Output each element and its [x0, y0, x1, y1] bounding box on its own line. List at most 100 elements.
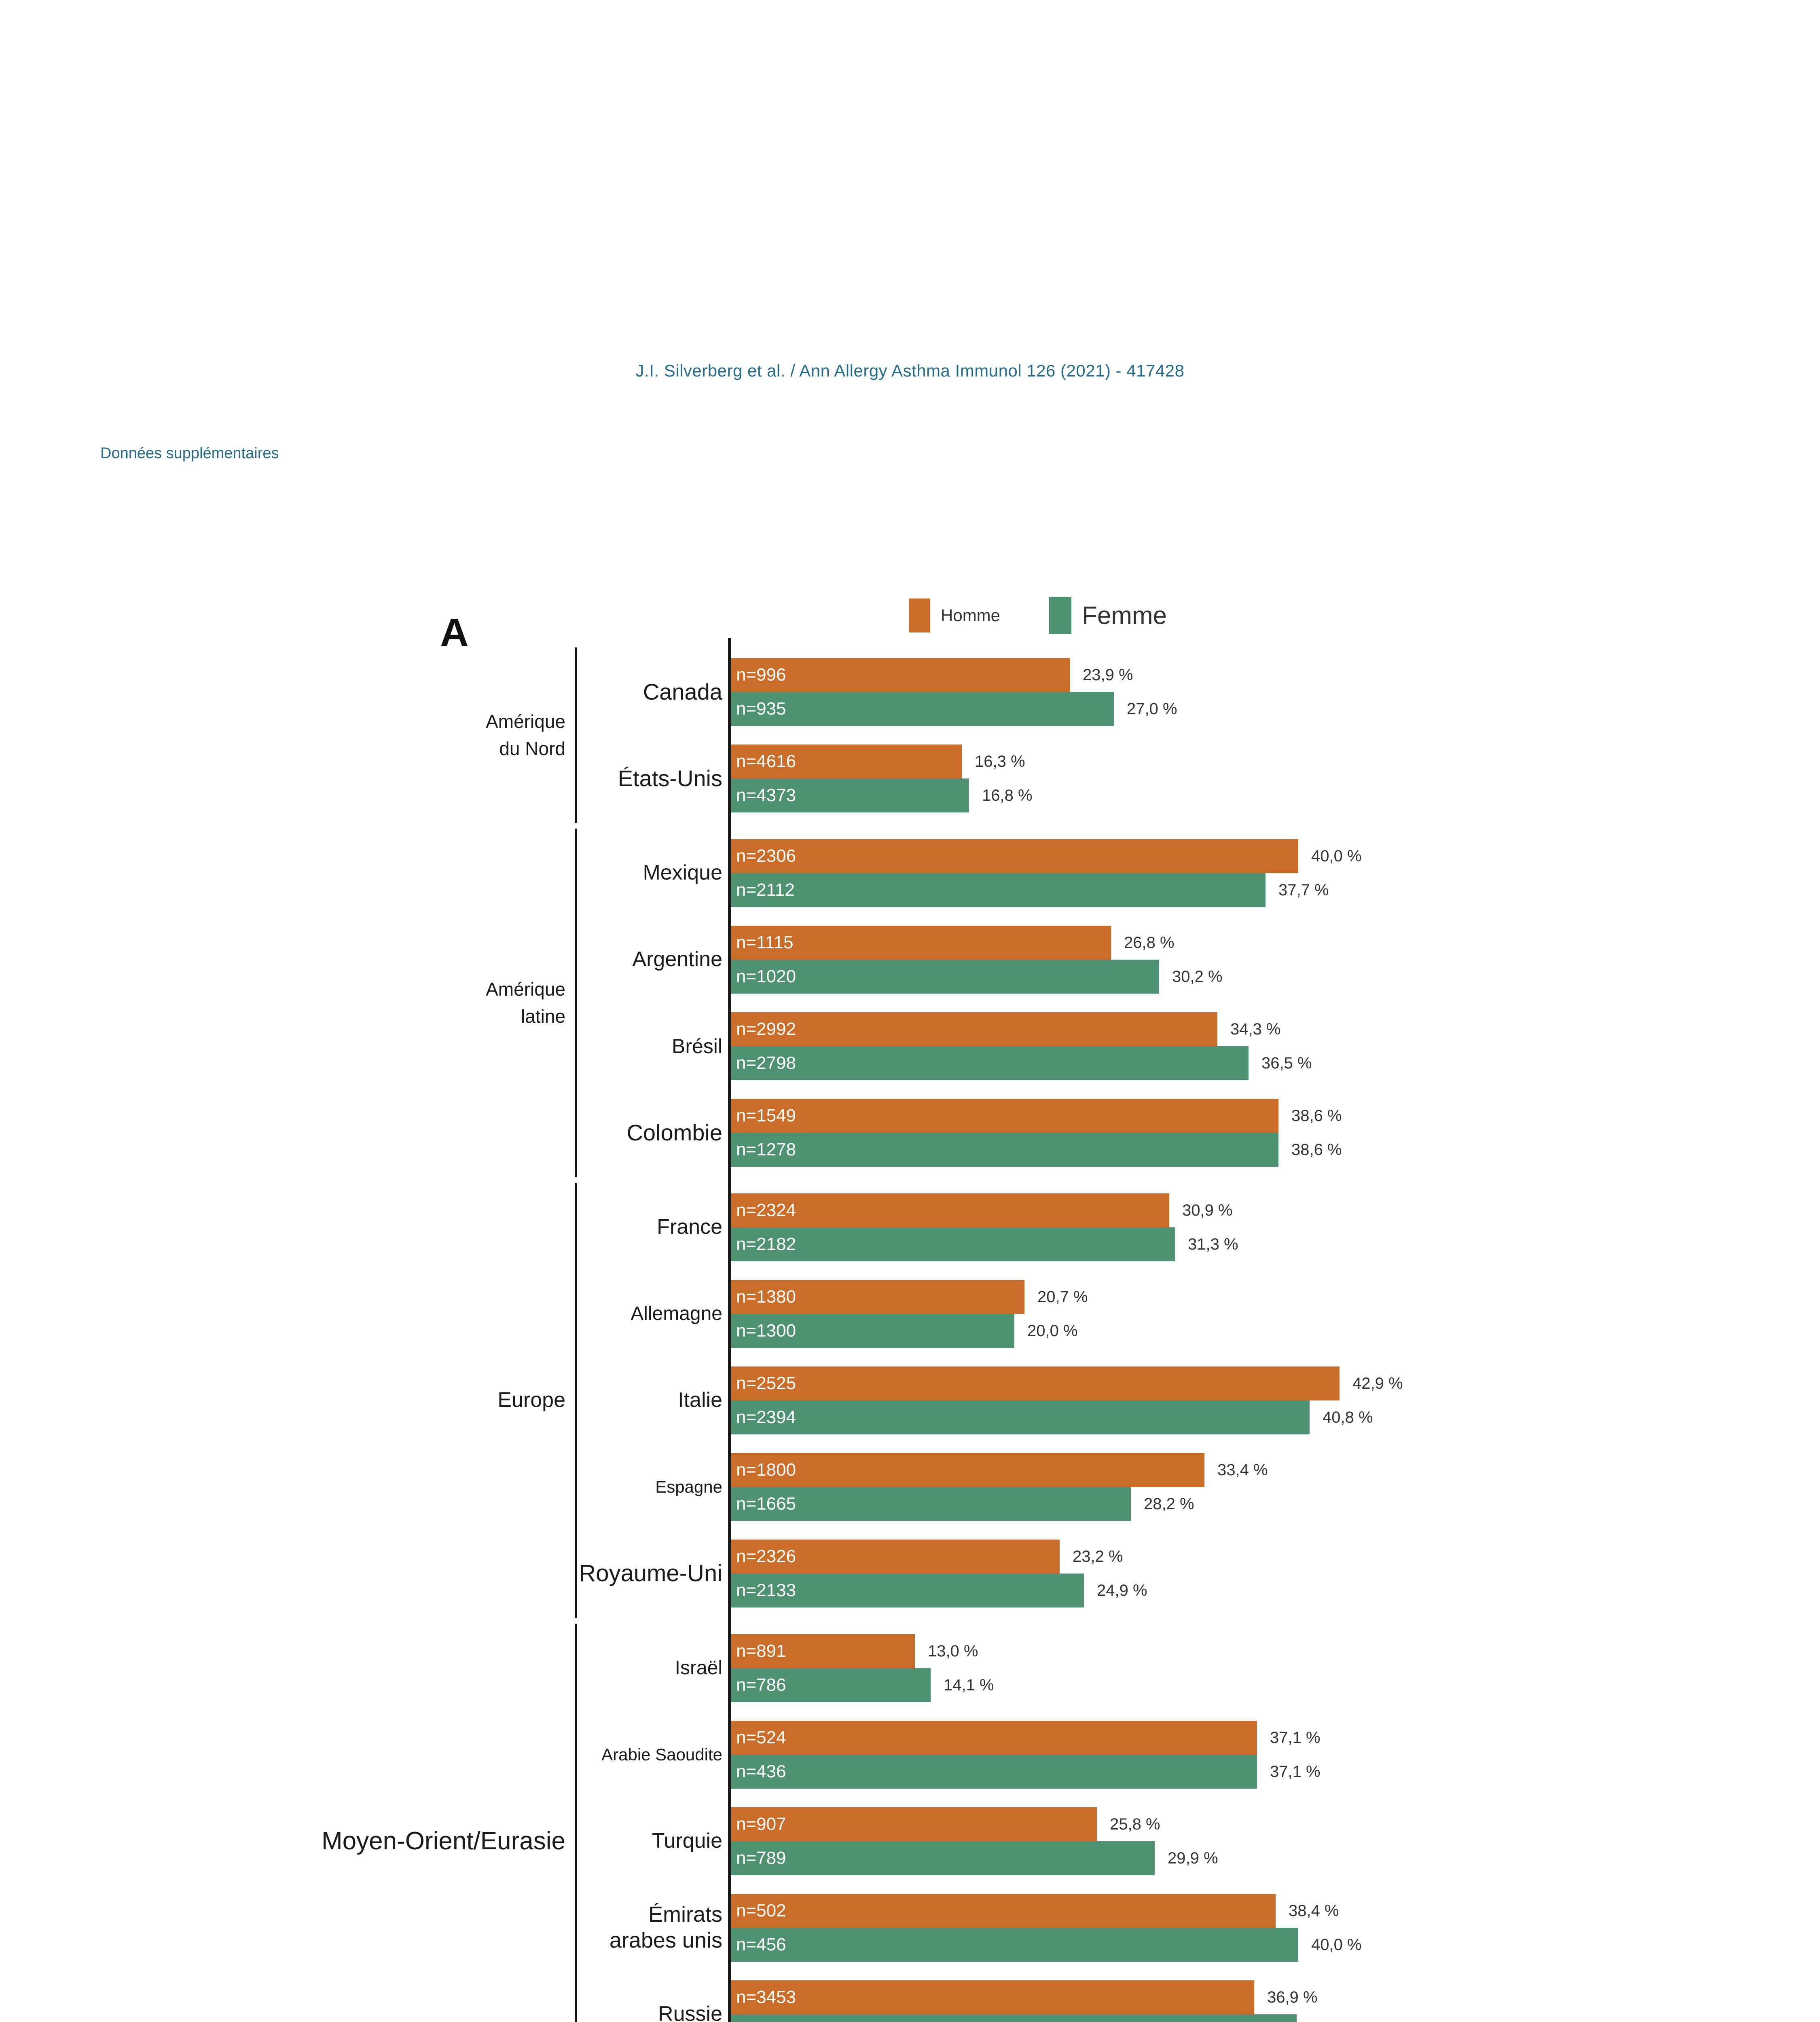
bar-value-label: 40,0 % — [1311, 1936, 1362, 1954]
bar-n-label: n=789 — [736, 1848, 786, 1868]
bar-value-label: 36,5 % — [1261, 1054, 1312, 1072]
bar-homme — [730, 1193, 1169, 1227]
country-label: Canada — [643, 679, 722, 704]
bar-n-label: n=436 — [736, 1762, 786, 1781]
legend-swatch-homme-icon — [909, 599, 930, 632]
legend-swatch-femme-icon — [1049, 597, 1072, 634]
country-label: Russie — [658, 2002, 722, 2022]
bar-femme — [730, 873, 1266, 907]
bar-homme — [730, 1894, 1276, 1928]
bar-homme — [730, 926, 1111, 960]
region-bracket — [575, 1183, 577, 1618]
bar-n-label: n=1380 — [736, 1287, 796, 1307]
bar-value-label: 30,2 % — [1172, 968, 1223, 986]
bar-value-label: 38,4 % — [1289, 1902, 1339, 1920]
bar-n-label: n=1800 — [736, 1460, 796, 1480]
region-bracket — [575, 1624, 577, 2022]
bar-n-label: n=2182 — [736, 1234, 796, 1254]
bar-n-label: n=2112 — [736, 880, 795, 900]
country-label: Espagne — [655, 1477, 722, 1497]
bar-n-label: n=1115 — [736, 933, 794, 952]
bar-homme — [730, 658, 1070, 692]
bar-value-label: 42,9 % — [1352, 1375, 1403, 1392]
bar-value-label: 38,6 % — [1291, 1141, 1342, 1159]
bar-homme — [730, 745, 962, 778]
bar-n-label: n=2324 — [736, 1200, 796, 1220]
bar-value-label: 40,0 % — [1311, 847, 1362, 865]
bar-n-label: n=786 — [736, 1675, 786, 1695]
bar-n-label: n=1020 — [736, 967, 796, 986]
supplement-label: Données supplémentaires — [100, 445, 279, 462]
bar-n-label: n=1300 — [736, 1321, 796, 1341]
bar-femme — [730, 778, 969, 812]
region-label: Europe — [497, 1388, 565, 1412]
bar-n-label: n=891 — [736, 1641, 786, 1661]
region-bracket — [575, 829, 577, 1177]
bar-n-label: n=2133 — [736, 1580, 796, 1600]
bar-n-label: n=4616 — [736, 751, 796, 771]
country-label: Royaume-Uni — [579, 1560, 722, 1586]
country-label: Colombie — [626, 1119, 722, 1145]
bar-femme — [730, 1574, 1084, 1607]
bar-homme — [730, 1540, 1060, 1574]
bar-femme — [730, 1046, 1249, 1080]
chart-legend: Homme Femme — [909, 597, 1167, 634]
bar-value-label: 14,1 % — [944, 1676, 994, 1694]
country-label: Mexique — [643, 861, 722, 885]
bar-value-label: 30,9 % — [1182, 1201, 1233, 1219]
legend-item-homme: Homme — [909, 599, 1000, 632]
bar-n-label: n=2326 — [736, 1546, 796, 1566]
bar-homme — [730, 1099, 1278, 1133]
bar-value-label: 31,3 % — [1188, 1235, 1238, 1253]
bar-value-label: 24,9 % — [1097, 1582, 1147, 1599]
bar-femme — [730, 960, 1159, 994]
bar-n-label: n=2394 — [736, 1407, 796, 1427]
bar-n-label: n=3453 — [736, 1987, 796, 2007]
bar-femme — [730, 1314, 1014, 1348]
legend-label-femme: Femme — [1082, 601, 1167, 630]
bar-value-label: 37,1 % — [1270, 1729, 1321, 1747]
bar-n-label: n=1278 — [736, 1140, 796, 1159]
bar-value-label: 40,8 % — [1323, 1409, 1373, 1426]
country-label: États-Unis — [618, 765, 722, 791]
country-label: Israël — [675, 1657, 722, 1679]
bar-n-label: n=996 — [736, 665, 786, 685]
legend-item-femme: Femme — [1049, 597, 1167, 634]
bar-n-label: n=502 — [736, 1901, 786, 1920]
bar-homme — [730, 1366, 1340, 1400]
bar-n-label: n=2992 — [736, 1019, 796, 1039]
bar-n-label: n=456 — [736, 1935, 786, 1954]
bar-homme — [730, 1453, 1204, 1487]
bar-n-label: n=3223 — [736, 2014, 796, 2022]
bar-n-label: n=935 — [736, 699, 786, 719]
bar-femme — [730, 1668, 931, 1702]
region-label: Amérique latine — [486, 979, 565, 1027]
bar-value-label: 20,0 % — [1027, 1322, 1078, 1340]
bar-homme — [730, 1980, 1254, 2014]
bar-femme — [730, 692, 1114, 726]
country-label: Allemagne — [631, 1303, 722, 1324]
bar-n-label: n=907 — [736, 1814, 786, 1834]
country-label: France — [657, 1215, 722, 1239]
country-label: Italie — [678, 1388, 722, 1412]
bar-femme — [730, 1227, 1175, 1261]
bar-n-label: n=2306 — [736, 846, 796, 866]
bar-value-label: 38,6 % — [1291, 1107, 1342, 1125]
region-bracket — [575, 647, 577, 823]
bar-femme — [730, 1133, 1278, 1167]
bar-n-label: n=2525 — [736, 1373, 796, 1393]
bar-value-label: 33,4 % — [1217, 1461, 1268, 1479]
bar-homme — [730, 839, 1298, 873]
bar-homme — [730, 1807, 1097, 1841]
bar-value-label: 16,3 % — [975, 753, 1025, 770]
bar-value-label: 13,0 % — [928, 1642, 978, 1660]
country-label: Arabie Saoudite — [601, 1745, 722, 1764]
bar-value-label: 36,9 % — [1267, 1988, 1318, 2006]
bar-value-label: 37,7 % — [1278, 881, 1329, 899]
region-label: Moyen-Orient/Eurasie — [321, 1827, 565, 1855]
bar-value-label: 23,9 % — [1083, 666, 1133, 684]
bar-femme — [730, 1400, 1310, 1434]
y-axis-line — [728, 638, 731, 2022]
